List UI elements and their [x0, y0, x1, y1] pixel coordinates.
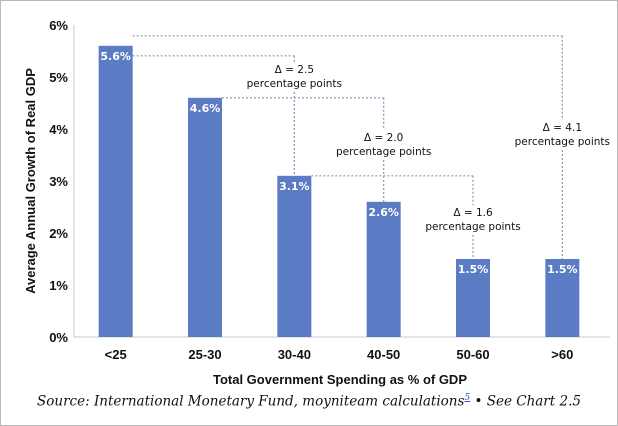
bar-1 — [188, 97, 222, 337]
bar-value-label: 2.6% — [368, 206, 399, 219]
x-tick-label: 25-30 — [188, 347, 221, 362]
x-axis-title: Total Government Spending as % of GDP — [213, 372, 467, 387]
delta-label: Δ = 1.6 — [453, 207, 493, 219]
source-text: Source: International Monetary Fund, moy… — [37, 393, 465, 410]
x-tick-label: 30-40 — [278, 347, 311, 362]
x-axis-ticks: <25 25-30 30-40 40-50 50-60 >60 — [105, 347, 574, 362]
x-tick-label: 40-50 — [367, 347, 400, 362]
annotations: Δ = 2.5 percentage points Δ = 2.0 percentag… — [247, 64, 610, 233]
delta-label: Δ = 2.0 — [364, 132, 403, 144]
bar-value-label: 5.6% — [100, 50, 131, 63]
delta-label: Δ = 2.5 — [275, 64, 314, 76]
delta-unit-label: percentage points — [425, 221, 520, 233]
bars: 5.6% 4.6% 3.1% 2.6% 1.5% 1.5% — [98, 45, 580, 338]
bar-value-label: 4.6% — [190, 102, 221, 115]
y-tick-label: 2% — [49, 226, 68, 241]
y-tick-label: 0% — [49, 330, 68, 345]
delta-unit-label: percentage points — [247, 78, 342, 90]
y-tick-label: 3% — [49, 174, 68, 189]
delta-label: Δ = 4.1 — [543, 122, 582, 134]
bar-5 — [545, 259, 580, 337]
delta-unit-label: percentage points — [515, 136, 610, 148]
x-tick-label: 50-60 — [456, 347, 489, 362]
footnote-link[interactable]: 5 — [464, 393, 471, 403]
y-tick-label: 1% — [49, 278, 68, 293]
bar-2 — [277, 175, 312, 337]
y-tick-label: 5% — [49, 70, 68, 85]
y-tick-label: 6% — [49, 18, 68, 33]
bar-value-label: 1.5% — [458, 263, 489, 276]
annotation-connectors — [132, 35, 563, 259]
bar-value-label: 3.1% — [279, 180, 310, 193]
bar-0 — [98, 45, 133, 338]
bar-4 — [456, 259, 490, 337]
x-tick-label: <25 — [105, 347, 127, 362]
source-suffix: • See Chart 2.5 — [470, 393, 581, 410]
delta-unit-label: percentage points — [336, 146, 431, 158]
x-tick-label: >60 — [551, 347, 573, 362]
bar-3 — [366, 201, 401, 337]
y-axis-title: Average Annual Growth of Real GDP — [23, 68, 38, 294]
bar-value-label: 1.5% — [547, 263, 578, 276]
source-note: Source: International Monetary Fund, moy… — [0, 393, 618, 410]
y-axis-ticks: 0% 1% 2% 3% 4% 5% 6% — [49, 18, 68, 345]
y-tick-label: 4% — [49, 122, 68, 137]
